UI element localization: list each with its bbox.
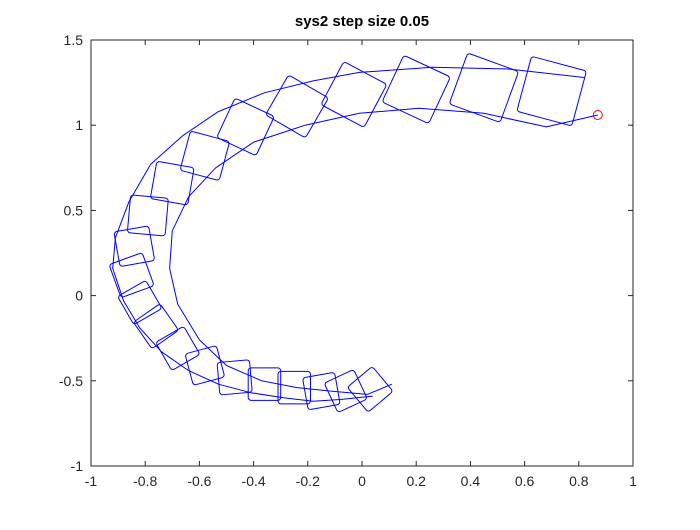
- y-tick-label: -0.5: [59, 373, 83, 389]
- body-square: [109, 252, 154, 298]
- x-tick-label: 0.2: [406, 473, 426, 489]
- x-tick-label: 0.8: [569, 473, 589, 489]
- endpoint-marker: [592, 110, 603, 120]
- x-tick-label: -0.4: [242, 473, 266, 489]
- y-tick-label: 1: [75, 117, 83, 133]
- body-square: [118, 280, 162, 325]
- body-square: [382, 55, 450, 124]
- x-tick-label: 0.6: [515, 473, 535, 489]
- body-square: [216, 359, 253, 396]
- x-tick-label: 0.4: [461, 473, 481, 489]
- body-square: [127, 194, 169, 237]
- series-line-inner-envelope: [169, 107, 598, 395]
- body-square: [302, 372, 341, 410]
- body-square: [516, 56, 587, 126]
- chart-title: sys2 step size 0.05: [295, 13, 429, 30]
- body-square: [449, 53, 519, 123]
- body-square: [321, 62, 387, 127]
- body-square: [324, 369, 367, 413]
- x-tick-label: -0.8: [133, 473, 157, 489]
- y-tick-label: 0: [75, 288, 83, 304]
- body-square: [266, 75, 328, 138]
- y-tick-label: -1: [71, 458, 84, 474]
- x-tick-label: -0.6: [187, 473, 211, 489]
- y-tick-label: 0.5: [64, 202, 84, 218]
- body-square: [185, 345, 225, 386]
- x-tick-label: -0.2: [296, 473, 320, 489]
- body-square: [277, 370, 311, 405]
- x-tick-label: 1: [629, 473, 637, 489]
- y-tick-label: 1.5: [64, 32, 84, 48]
- body-square: [113, 225, 155, 267]
- body-square: [247, 367, 282, 401]
- body-square: [348, 367, 393, 412]
- x-tick-label: 0: [358, 473, 366, 489]
- body-square: [134, 304, 178, 349]
- x-tick-label: -1: [85, 473, 98, 489]
- y-axis: -1 -0.5 0 0.5 1 1.5: [59, 32, 633, 474]
- x-axis: -1 -0.8 -0.6 -0.4 -0.2 0 0.2 0.4 0.6 0.8 1: [85, 40, 637, 489]
- body-square: [150, 161, 195, 206]
- body-square: [156, 326, 200, 371]
- body-square: [217, 98, 274, 156]
- body-square: [180, 131, 230, 181]
- plot-content: [109, 53, 603, 413]
